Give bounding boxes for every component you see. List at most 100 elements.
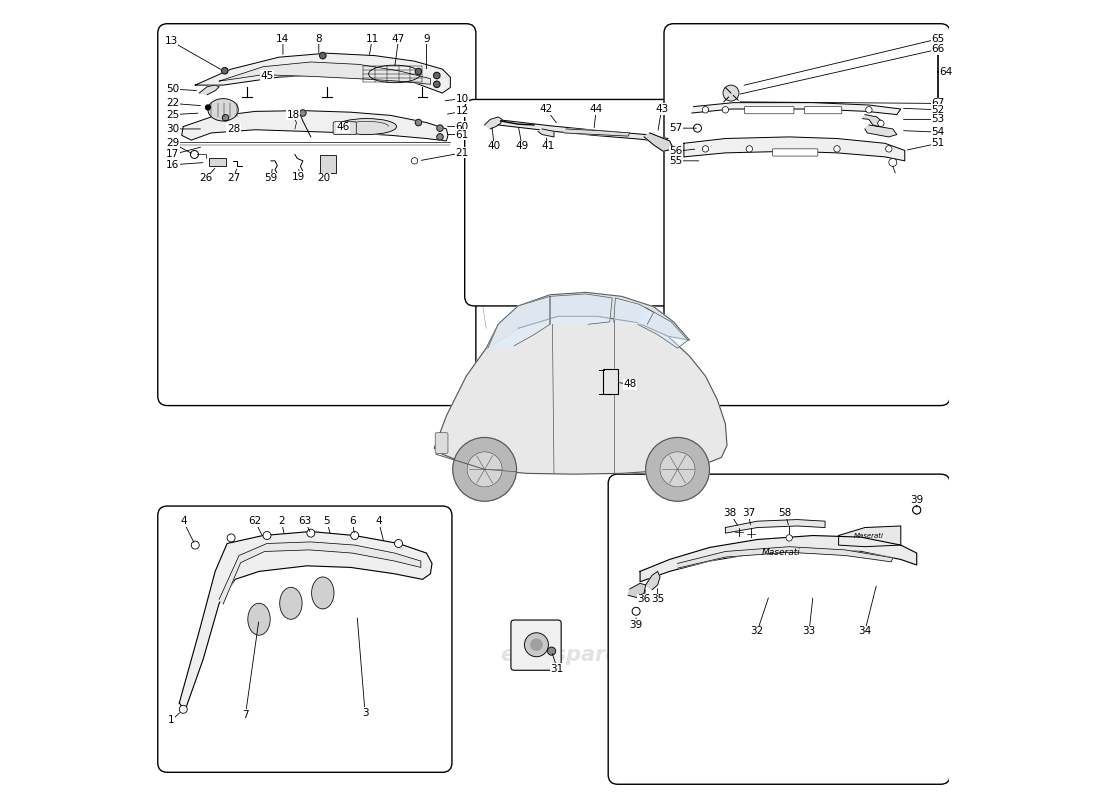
Text: 39: 39 [910, 494, 923, 505]
Circle shape [913, 506, 921, 514]
Text: eurospares: eurospares [715, 645, 847, 665]
Ellipse shape [248, 603, 271, 635]
Circle shape [548, 647, 556, 655]
Text: Maserati: Maserati [854, 533, 884, 538]
Polygon shape [485, 117, 503, 129]
Text: 30: 30 [166, 124, 179, 134]
Circle shape [411, 158, 418, 164]
Ellipse shape [279, 587, 302, 619]
Text: 8: 8 [316, 34, 322, 44]
Circle shape [190, 150, 198, 158]
Polygon shape [195, 54, 450, 93]
Text: 16: 16 [166, 160, 179, 170]
Circle shape [878, 120, 884, 126]
FancyBboxPatch shape [464, 99, 688, 306]
Polygon shape [538, 129, 554, 137]
Text: 32: 32 [750, 626, 763, 636]
FancyBboxPatch shape [745, 106, 794, 114]
Circle shape [320, 53, 326, 58]
Text: 66: 66 [932, 44, 945, 54]
FancyBboxPatch shape [772, 149, 818, 156]
Text: 6: 6 [349, 516, 355, 526]
Circle shape [702, 106, 708, 113]
Text: 58: 58 [779, 508, 792, 518]
Circle shape [660, 452, 695, 487]
Polygon shape [434, 316, 727, 474]
Polygon shape [199, 85, 219, 94]
Text: 54: 54 [932, 127, 945, 137]
Text: 52: 52 [932, 105, 945, 115]
Text: eurospares: eurospares [500, 645, 631, 665]
Text: eurospares: eurospares [715, 214, 847, 234]
Circle shape [299, 110, 306, 116]
Text: 49: 49 [516, 142, 529, 151]
Text: 64: 64 [939, 66, 953, 77]
Polygon shape [838, 526, 901, 546]
Text: 10: 10 [455, 94, 469, 104]
Text: 39: 39 [629, 620, 642, 630]
Text: 27: 27 [227, 174, 240, 183]
FancyBboxPatch shape [804, 106, 842, 114]
Ellipse shape [208, 98, 239, 121]
Text: 22: 22 [166, 98, 179, 109]
FancyBboxPatch shape [664, 24, 950, 406]
Text: 11: 11 [365, 34, 378, 44]
Circle shape [723, 85, 739, 101]
Text: 40: 40 [487, 142, 500, 151]
Text: 26: 26 [199, 174, 212, 183]
Circle shape [834, 146, 840, 152]
FancyBboxPatch shape [157, 506, 452, 772]
Circle shape [437, 134, 443, 140]
Text: 37: 37 [741, 508, 755, 518]
Circle shape [913, 506, 921, 514]
Text: 60: 60 [455, 122, 469, 131]
Circle shape [433, 72, 440, 78]
Text: 45: 45 [261, 70, 274, 81]
Text: 44: 44 [590, 104, 603, 114]
Text: 43: 43 [654, 104, 668, 114]
Circle shape [395, 539, 403, 547]
Polygon shape [498, 120, 668, 142]
Polygon shape [862, 114, 883, 126]
Circle shape [886, 146, 892, 152]
Text: eurospares: eurospares [245, 206, 377, 226]
Polygon shape [645, 133, 673, 151]
Circle shape [206, 105, 210, 110]
Circle shape [693, 124, 702, 132]
Polygon shape [646, 571, 660, 590]
Text: 33: 33 [803, 626, 816, 636]
Text: 62: 62 [249, 516, 262, 526]
Circle shape [179, 706, 187, 714]
Polygon shape [638, 307, 688, 348]
FancyBboxPatch shape [436, 433, 448, 454]
Text: 29: 29 [166, 138, 179, 148]
Circle shape [866, 106, 872, 113]
FancyBboxPatch shape [604, 369, 618, 394]
Circle shape [263, 531, 271, 539]
Circle shape [222, 114, 229, 121]
Text: 7: 7 [242, 710, 249, 720]
Text: 65: 65 [932, 34, 945, 44]
Text: 31: 31 [550, 664, 564, 674]
Polygon shape [487, 296, 550, 348]
Text: 5: 5 [323, 516, 330, 526]
Circle shape [437, 125, 443, 131]
Text: 14: 14 [276, 34, 289, 44]
Text: 59: 59 [264, 174, 277, 183]
Text: 56: 56 [669, 146, 683, 156]
FancyBboxPatch shape [320, 155, 337, 173]
Circle shape [646, 438, 710, 502]
Text: 13: 13 [165, 36, 178, 46]
Circle shape [468, 452, 503, 487]
Polygon shape [628, 583, 646, 598]
Text: 3: 3 [362, 707, 369, 718]
Text: 9: 9 [424, 34, 430, 44]
Text: 42: 42 [539, 104, 552, 114]
Circle shape [453, 438, 517, 502]
Text: 19: 19 [293, 172, 306, 182]
Circle shape [221, 67, 228, 74]
Text: 48: 48 [623, 379, 636, 389]
Ellipse shape [311, 577, 334, 609]
Circle shape [702, 146, 708, 152]
Text: 51: 51 [932, 138, 945, 148]
